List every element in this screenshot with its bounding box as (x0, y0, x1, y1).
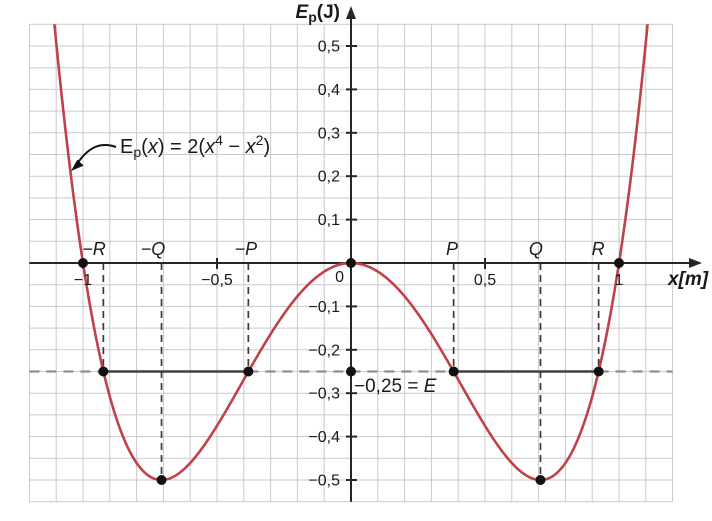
point-label-negQ: −Q (141, 239, 166, 259)
y-axis-arrowhead (346, 6, 356, 19)
x-tick-label: 0,5 (474, 272, 496, 289)
marker-dot (535, 475, 546, 485)
y-tick-label: 0,4 (318, 82, 340, 99)
energy-level-label: −0,25 = E (354, 376, 437, 397)
marker-dot (614, 258, 624, 268)
marker-dot (98, 366, 109, 377)
marker-dot (593, 366, 604, 377)
x-tick-label: 1 (615, 272, 624, 289)
y-tick-label: 0,1 (318, 212, 340, 229)
marker-dot (346, 366, 356, 377)
marker-dot (346, 258, 356, 268)
y-tick-label: 0,5 (318, 39, 340, 56)
marker-dot (78, 258, 88, 268)
formula-annotation: Ep(x) = 2(x4 − x2) (120, 132, 270, 160)
point-label-negP: −P (235, 239, 258, 259)
point-label-R: R (592, 239, 605, 259)
y-tick-label: −0,4 (308, 429, 340, 446)
point-label-negR: −R (82, 239, 106, 259)
y-tick-label: 0,3 (318, 125, 340, 142)
x-tick-label: −1 (74, 272, 92, 289)
marker-dots (78, 258, 624, 485)
marker-dot (156, 475, 167, 485)
tick-labels: 0,5 0,4 0,3 0,2 0,1 −0,1 −0,2 −0,3 −0,4 −0,5 −1 −0,… (74, 39, 624, 490)
point-labels: −R −Q −P P Q R (82, 239, 604, 259)
x-tick-label: −0,5 (201, 272, 233, 289)
annotation-arrowhead (71, 159, 84, 171)
y-tick-label: 0,2 (318, 169, 340, 186)
origin-label: 0 (335, 269, 344, 286)
x-axis-title: x[m] (667, 269, 709, 290)
y-tick-label: −0,1 (308, 299, 340, 316)
point-label-Q: Q (529, 239, 543, 259)
marker-dot (448, 366, 459, 377)
x-axis-arrowhead (689, 258, 702, 268)
y-tick-label: −0,5 (308, 473, 340, 490)
point-label-P: P (446, 239, 458, 259)
guides (102, 263, 600, 480)
y-tick-label: −0,3 (308, 386, 340, 403)
annotation-arrow-shaft (76, 144, 117, 165)
marker-dot (243, 366, 254, 377)
y-axis-title: Ep(J) (296, 2, 340, 25)
y-tick-label: −0,2 (308, 342, 340, 359)
